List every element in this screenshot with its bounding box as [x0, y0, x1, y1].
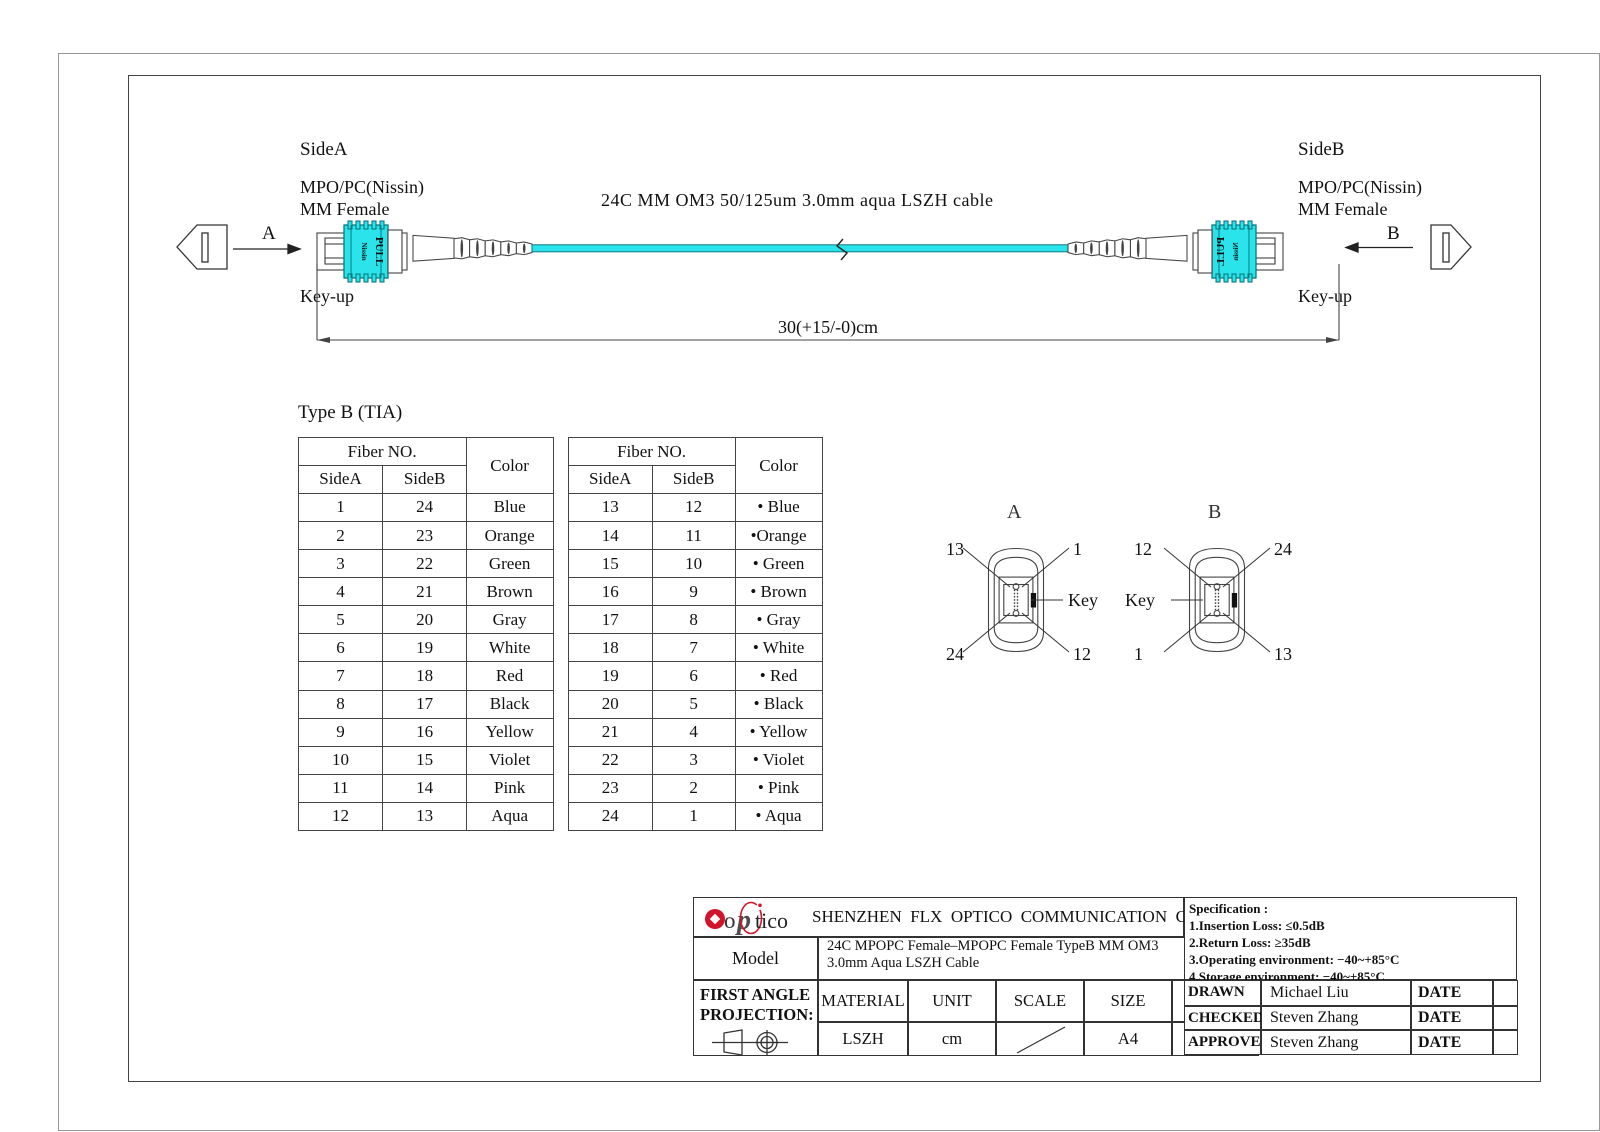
svg-text:12: 12 [1134, 539, 1152, 559]
svg-text:13: 13 [1274, 644, 1292, 664]
svg-text:1: 1 [1073, 539, 1082, 559]
svg-text:24: 24 [1274, 539, 1292, 559]
svg-text:A: A [1007, 501, 1022, 523]
svg-text:MPO/PC(Nissin): MPO/PC(Nissin) [1298, 177, 1422, 198]
svg-text:Key: Key [1125, 590, 1155, 610]
svg-text:Key: Key [1068, 590, 1098, 610]
svg-text:B: B [1208, 501, 1221, 523]
svg-text:o: o [724, 908, 736, 933]
svg-text:SideB: SideB [1298, 139, 1344, 160]
svg-text:Key-up: Key-up [300, 286, 354, 306]
svg-text:12: 12 [1073, 644, 1091, 664]
svg-text:Key-up: Key-up [1298, 286, 1352, 306]
svg-text:13: 13 [946, 539, 964, 559]
svg-text:MM Female: MM Female [300, 199, 390, 219]
svg-text:SideA: SideA [300, 139, 348, 160]
svg-text:tico: tico [755, 908, 788, 933]
svg-text:24: 24 [946, 644, 964, 664]
svg-text:30(+15/-0)cm: 30(+15/-0)cm [778, 317, 878, 338]
svg-text:24C MM OM3 50/125um 3.0mm aqua: 24C MM OM3 50/125um 3.0mm aqua LSZH cabl… [601, 190, 993, 210]
svg-text:B: B [1387, 223, 1400, 244]
svg-text:MM Female: MM Female [1298, 199, 1388, 219]
svg-text:1: 1 [1134, 644, 1143, 664]
svg-text:A: A [262, 223, 276, 244]
svg-text:MPO/PC(Nissin): MPO/PC(Nissin) [300, 177, 424, 198]
svg-text:Type B (TIA): Type B (TIA) [298, 402, 402, 423]
